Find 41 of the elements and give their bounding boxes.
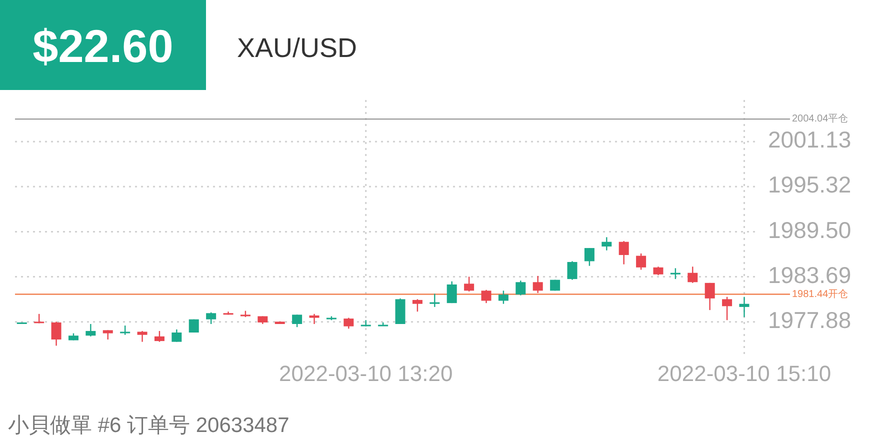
candlestick (602, 236, 612, 251)
candlestick (172, 328, 182, 342)
candlestick (584, 247, 594, 266)
candlestick (704, 282, 715, 311)
y-tick-label: 2001.13 (768, 126, 852, 153)
ref-line-label: 1981.44开仓 (792, 288, 848, 300)
candlestick (309, 313, 320, 325)
y-tick-label: 1995.32 (768, 172, 852, 198)
candlestick (567, 260, 578, 280)
candlestick (618, 240, 629, 265)
candlestick (670, 268, 680, 280)
candlestick (532, 275, 543, 294)
candlestick (636, 252, 646, 270)
text: 小貝做單 #6 订单号 20633487 (8, 414, 290, 437)
x-tick-label: 2022-03-10 15:10 (657, 361, 832, 386)
candlestick (86, 323, 96, 337)
candlestick (464, 276, 474, 292)
candlestick (102, 330, 113, 340)
candlestick (688, 266, 698, 284)
candlestick (206, 312, 216, 325)
y-tick-label: 1983.69 (768, 262, 852, 288)
candlestick (154, 330, 164, 342)
candlestick (739, 296, 750, 318)
candlestick (120, 324, 130, 336)
y-tick-label: 1989.50 (768, 216, 852, 243)
candlestick (498, 290, 508, 304)
x-tick-label: 2022-03-10 13:20 (279, 361, 453, 386)
y-tick-label: 1977.88 (768, 306, 852, 333)
ref-line-label: 2004.04平仓 (792, 112, 848, 125)
candlestick (412, 298, 422, 312)
candlestick (481, 289, 492, 304)
candlestick (430, 293, 440, 308)
candlestick (344, 317, 354, 330)
candlestick (137, 330, 148, 342)
candlestick (722, 296, 732, 321)
chart-subtitle: XAU/USD (237, 33, 358, 63)
candlestick (292, 314, 302, 328)
candlestick (51, 321, 62, 346)
candlestick (516, 280, 526, 296)
chart-title: $22.60 (32, 20, 174, 72)
candlestick (446, 280, 457, 304)
